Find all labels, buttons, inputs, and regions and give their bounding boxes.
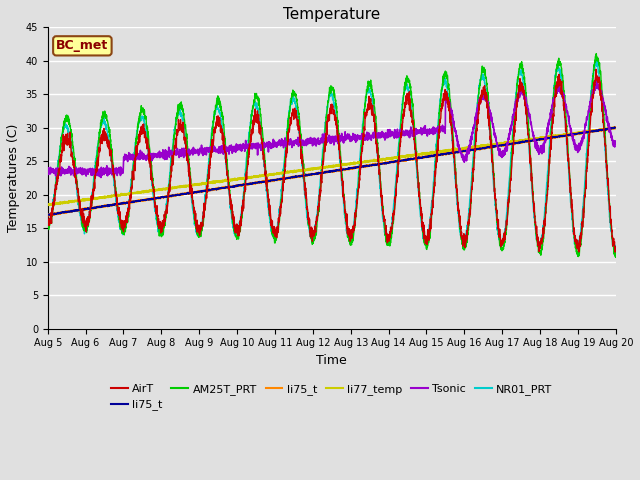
li77_temp — [109, 193, 116, 199]
li75_t — [262, 178, 269, 184]
li75_t — [109, 202, 116, 208]
Tsonic — [262, 141, 269, 146]
NR01_PRT — [612, 243, 620, 249]
Legend: AirT, li75_t, AM25T_PRT, li75_t, li77_temp, Tsonic, NR01_PRT: AirT, li75_t, AM25T_PRT, li75_t, li77_te… — [107, 380, 557, 415]
Tsonic — [143, 153, 150, 159]
li77_temp — [44, 202, 52, 208]
li77_temp — [287, 169, 294, 175]
li75_t — [44, 212, 52, 217]
NR01_PRT — [601, 144, 609, 150]
Tsonic — [287, 138, 294, 144]
Y-axis label: Temperatures (C): Temperatures (C) — [7, 124, 20, 232]
Line: li75_t: li75_t — [48, 127, 616, 216]
AM25T_PRT — [262, 165, 269, 171]
li75_t — [143, 197, 150, 203]
Line: li77_temp: li77_temp — [48, 127, 616, 205]
li75_t — [612, 125, 620, 131]
AirT — [540, 228, 547, 233]
Tsonic — [109, 169, 116, 175]
li75_t — [287, 175, 294, 180]
NR01_PRT — [44, 221, 52, 227]
NR01_PRT — [592, 57, 600, 63]
Title: Temperature: Temperature — [283, 7, 380, 22]
NR01_PRT — [540, 224, 547, 230]
li75_t — [143, 197, 150, 203]
li77_temp — [44, 202, 52, 207]
li75_t — [611, 124, 618, 130]
Tsonic — [540, 147, 547, 153]
AM25T_PRT — [142, 119, 150, 125]
AM25T_PRT — [540, 236, 547, 241]
AirT — [286, 121, 294, 127]
Line: NR01_PRT: NR01_PRT — [48, 60, 616, 250]
Tsonic — [612, 138, 620, 144]
AirT — [601, 137, 609, 143]
AM25T_PRT — [612, 254, 620, 260]
li75_t — [287, 176, 294, 181]
Tsonic — [44, 170, 52, 176]
AM25T_PRT — [601, 130, 609, 136]
NR01_PRT — [286, 103, 294, 109]
li75_t — [44, 211, 52, 217]
AM25T_PRT — [593, 51, 600, 57]
li75_t — [601, 127, 609, 132]
li75_t — [109, 202, 116, 207]
AirT — [592, 66, 600, 72]
li77_temp — [601, 126, 609, 132]
X-axis label: Time: Time — [316, 354, 347, 367]
Tsonic — [97, 175, 105, 180]
NR01_PRT — [611, 247, 618, 253]
Line: Tsonic: Tsonic — [48, 80, 616, 178]
AirT — [612, 244, 620, 250]
AM25T_PRT — [286, 103, 294, 109]
li77_temp — [262, 172, 269, 178]
Text: BC_met: BC_met — [56, 39, 109, 52]
li77_temp — [143, 188, 150, 193]
Tsonic — [593, 77, 601, 83]
li75_t — [540, 136, 547, 142]
li75_t — [611, 124, 619, 130]
li75_t — [540, 136, 547, 142]
AM25T_PRT — [109, 156, 116, 162]
AirT — [44, 213, 52, 219]
Line: AirT: AirT — [48, 69, 616, 252]
AirT — [611, 249, 619, 255]
NR01_PRT — [262, 177, 269, 183]
li77_temp — [611, 124, 619, 130]
AM25T_PRT — [612, 252, 620, 258]
li75_t — [262, 179, 269, 184]
Line: AM25T_PRT: AM25T_PRT — [48, 54, 616, 257]
li77_temp — [540, 134, 547, 140]
NR01_PRT — [109, 168, 116, 174]
li75_t — [47, 213, 55, 218]
li75_t — [45, 213, 52, 218]
AirT — [262, 171, 269, 177]
AirT — [109, 165, 116, 171]
li77_temp — [612, 125, 620, 131]
AM25T_PRT — [44, 222, 52, 228]
Tsonic — [601, 107, 609, 113]
li75_t — [612, 125, 620, 131]
Line: li75_t: li75_t — [48, 127, 616, 216]
li75_t — [601, 127, 609, 132]
AirT — [142, 135, 150, 141]
NR01_PRT — [142, 128, 150, 133]
